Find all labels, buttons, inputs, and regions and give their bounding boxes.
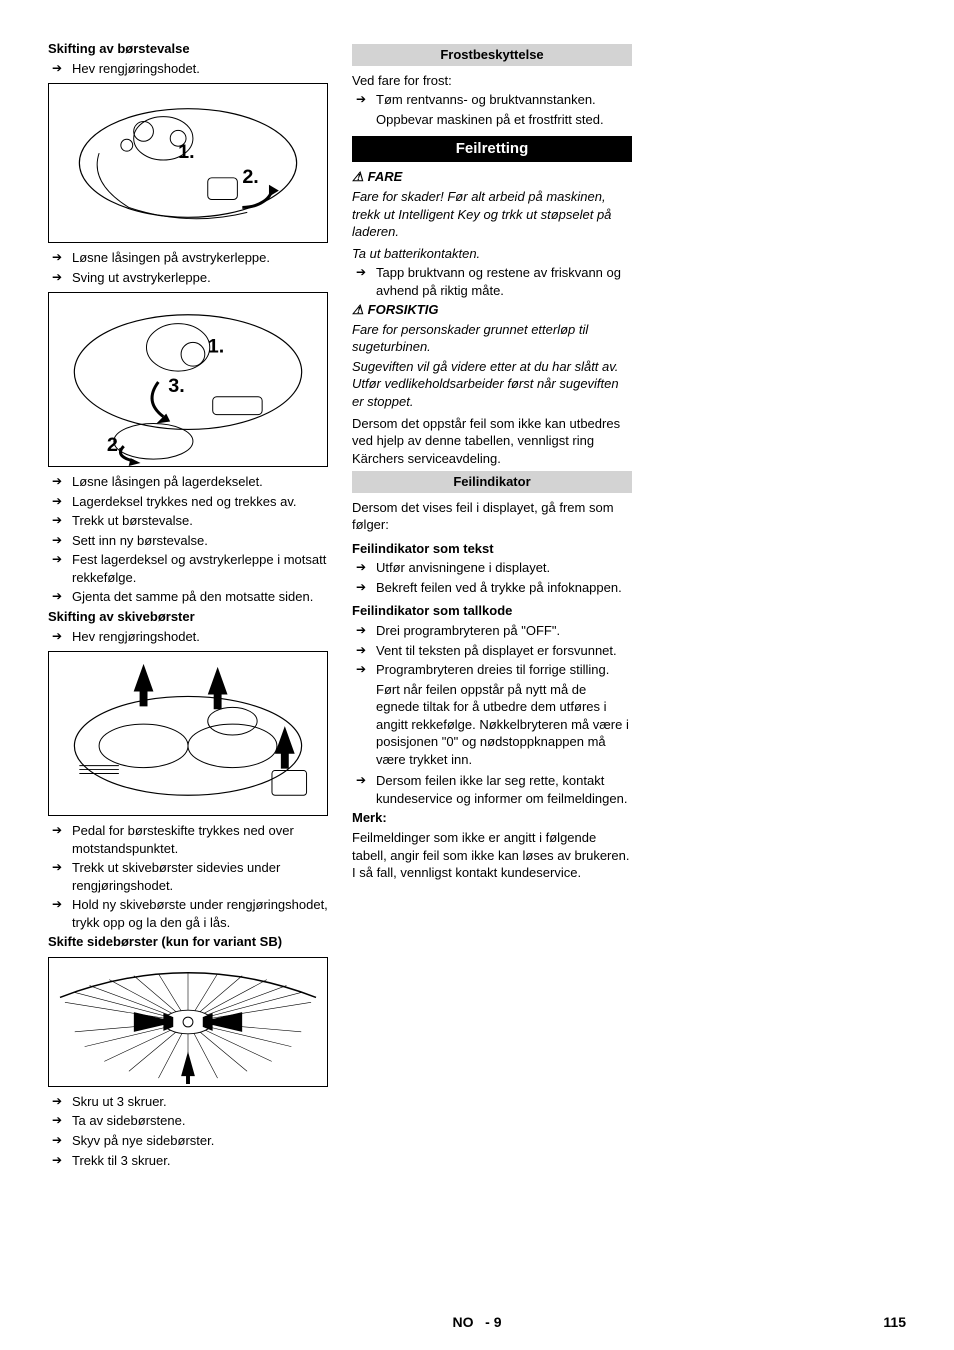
step: Løsne låsingen på lagerdekselet. xyxy=(48,473,328,491)
middle-column: Frostbeskyttelse Ved fare for frost: Tøm… xyxy=(352,40,632,1171)
svg-text:2.: 2. xyxy=(242,166,258,188)
steps-1: Hev rengjøringshodet. xyxy=(48,60,328,78)
danger-label: FARE xyxy=(352,168,632,186)
text-fault-steps: Utfør anvisningene i displayet. Bekreft … xyxy=(352,559,632,596)
step: Fest lagerdeksel og avstrykerleppe i mot… xyxy=(48,551,328,586)
footer-local-page: 9 xyxy=(494,1314,502,1330)
step: Programbryteren dreies til forrige still… xyxy=(352,661,632,679)
note-label: Merk: xyxy=(352,809,632,827)
step: Utfør anvisningene i displayet. xyxy=(352,559,632,577)
svg-text:3.: 3. xyxy=(168,375,184,397)
troubleshooting-heading: Feilretting xyxy=(352,136,632,162)
step: Skru ut 3 skruer. xyxy=(48,1093,328,1111)
fault-indicator-heading: Feilindikator xyxy=(352,471,632,493)
steps-3: Løsne låsingen på lagerdekselet. Lagerde… xyxy=(48,473,328,606)
svg-text:1.: 1. xyxy=(208,336,224,358)
step: Trekk ut børstevalse. xyxy=(48,512,328,530)
step: Løsne låsingen på avstrykerleppe. xyxy=(48,249,328,267)
caution-text-2: Sugeviften vil gå videre etter at du har… xyxy=(352,358,632,411)
right-column xyxy=(656,40,906,1171)
step: Pedal for børsteskifte trykkes ned over … xyxy=(48,822,328,857)
footer-lang: NO xyxy=(452,1314,473,1330)
steps-5: Pedal for børsteskifte trykkes ned over … xyxy=(48,822,328,931)
frost-note: Oppbevar maskinen på et frostfritt sted. xyxy=(352,111,632,129)
footer-global-page: 115 xyxy=(883,1313,906,1332)
step: Bekreft feilen ved å trykke på infoknapp… xyxy=(352,579,632,597)
danger-steps: Tapp bruktvann og restene av friskvann o… xyxy=(352,264,632,299)
sub-code-fault: Feilindikator som tallkode xyxy=(352,602,632,620)
step: Ta av sidebørstene. xyxy=(48,1112,328,1130)
step: Tøm rentvanns- og bruktvannstanken. xyxy=(352,91,632,109)
step: Gjenta det samme på den motsatte siden. xyxy=(48,588,328,606)
step: Hold ny skivebørste under rengjøringshod… xyxy=(48,896,328,931)
note-text: Feilmeldinger som ikke er angitt i følge… xyxy=(352,829,632,882)
heading-brush-roller: Skifting av børstevalse xyxy=(48,40,328,58)
step: Trekk til 3 skruer. xyxy=(48,1152,328,1170)
diagram-1: 1. 2. xyxy=(48,83,328,243)
code-fault-steps-2: Dersom feilen ikke lar seg rette, kontak… xyxy=(352,772,632,807)
diagram-2: 1. 3. 2. xyxy=(48,292,328,467)
left-column: Skifting av børstevalse Hev rengjøringsh… xyxy=(48,40,328,1171)
step: Hev rengjøringshodet. xyxy=(48,628,328,646)
sub-text-fault: Feilindikator som tekst xyxy=(352,540,632,558)
step: Vent til teksten på displayet er forsvun… xyxy=(352,642,632,660)
code-fault-steps: Drei programbryteren på "OFF". Vent til … xyxy=(352,622,632,679)
svg-text:2.: 2. xyxy=(107,434,123,456)
frost-steps: Tøm rentvanns- og bruktvannstanken. xyxy=(352,91,632,109)
step: Sett inn ny børstevalse. xyxy=(48,532,328,550)
svg-text:1.: 1. xyxy=(178,141,194,163)
step: Drei programbryteren på "OFF". xyxy=(352,622,632,640)
danger-text-2: Ta ut batterikontakten. xyxy=(352,245,632,263)
page-footer: NO - 9 115 xyxy=(48,1313,906,1332)
footer-center: NO - 9 xyxy=(452,1313,501,1332)
code-fault-cont: Ført når feilen oppstår på nytt må de eg… xyxy=(352,681,632,769)
step: Skyv på nye sidebørster. xyxy=(48,1132,328,1150)
diagram-3 xyxy=(48,651,328,816)
steps-4: Hev rengjøringshodet. xyxy=(48,628,328,646)
step: Sving ut avstrykerleppe. xyxy=(48,269,328,287)
step: Lagerdeksel trykkes ned og trekkes av. xyxy=(48,493,328,511)
fault-intro: Dersom det vises feil i displayet, gå fr… xyxy=(352,499,632,534)
steps-2: Løsne låsingen på avstrykerleppe. Sving … xyxy=(48,249,328,286)
caution-label: FORSIKTIG xyxy=(352,301,632,319)
diagram-4 xyxy=(48,957,328,1087)
step: Dersom feilen ikke lar seg rette, kontak… xyxy=(352,772,632,807)
caution-text-3: Dersom det oppstår feil som ikke kan utb… xyxy=(352,415,632,468)
frost-intro: Ved fare for frost: xyxy=(352,72,632,90)
steps-6: Skru ut 3 skruer. Ta av sidebørstene. Sk… xyxy=(48,1093,328,1169)
step: Hev rengjøringshodet. xyxy=(48,60,328,78)
heading-disc-brush: Skifting av skivebørster xyxy=(48,608,328,626)
step: Tapp bruktvann og restene av friskvann o… xyxy=(352,264,632,299)
heading-side-brush: Skifte sidebørster (kun for variant SB) xyxy=(48,933,328,951)
frost-heading: Frostbeskyttelse xyxy=(352,44,632,66)
caution-text-1: Fare for personskader grunnet etterløp t… xyxy=(352,321,632,356)
danger-text-1: Fare for skader! Før alt arbeid på maski… xyxy=(352,188,632,241)
step: Trekk ut skivebørster sidevies under ren… xyxy=(48,859,328,894)
